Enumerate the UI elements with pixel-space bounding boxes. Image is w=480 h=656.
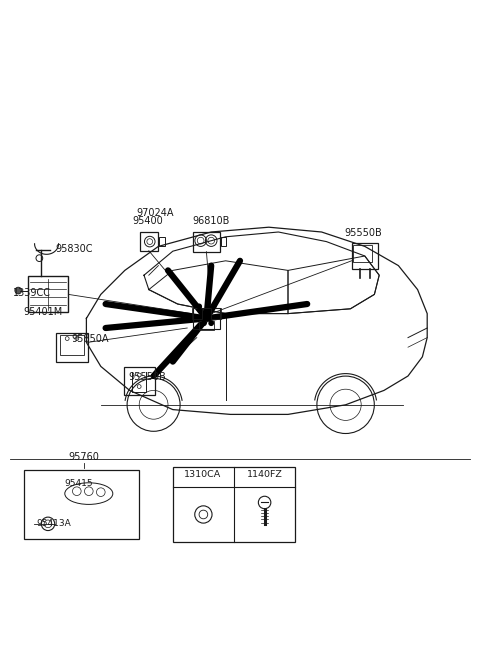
Bar <box>192 308 202 319</box>
Bar <box>123 367 155 395</box>
Bar <box>221 237 227 246</box>
Circle shape <box>211 304 216 309</box>
Text: 95401M: 95401M <box>23 308 62 318</box>
Text: 95400: 95400 <box>132 216 163 226</box>
Bar <box>28 276 69 312</box>
Circle shape <box>15 287 22 294</box>
Bar <box>60 335 84 355</box>
Bar <box>24 470 139 539</box>
Text: 95550B: 95550B <box>345 228 383 237</box>
Bar <box>193 308 219 329</box>
Text: 95830C: 95830C <box>55 243 93 254</box>
Bar <box>193 232 219 252</box>
Bar <box>199 321 214 330</box>
Text: 96810B: 96810B <box>192 216 229 226</box>
Bar <box>159 237 165 247</box>
Text: 97024A: 97024A <box>137 207 174 218</box>
Bar <box>353 245 372 262</box>
Circle shape <box>201 320 207 326</box>
Text: 95413A: 95413A <box>36 520 71 528</box>
Text: 1140FZ: 1140FZ <box>247 470 282 479</box>
Bar <box>57 333 87 361</box>
Bar <box>351 243 378 269</box>
Bar <box>140 232 158 251</box>
Text: 95760: 95760 <box>69 453 99 462</box>
Text: 95850A: 95850A <box>71 334 108 344</box>
Circle shape <box>208 320 214 326</box>
Text: 1339CC: 1339CC <box>13 289 51 298</box>
Text: 95550B: 95550B <box>129 372 167 382</box>
Text: 1310CA: 1310CA <box>184 470 221 479</box>
Circle shape <box>196 304 202 309</box>
Bar <box>211 308 221 319</box>
Text: 95415: 95415 <box>65 480 94 489</box>
Bar <box>173 467 295 542</box>
